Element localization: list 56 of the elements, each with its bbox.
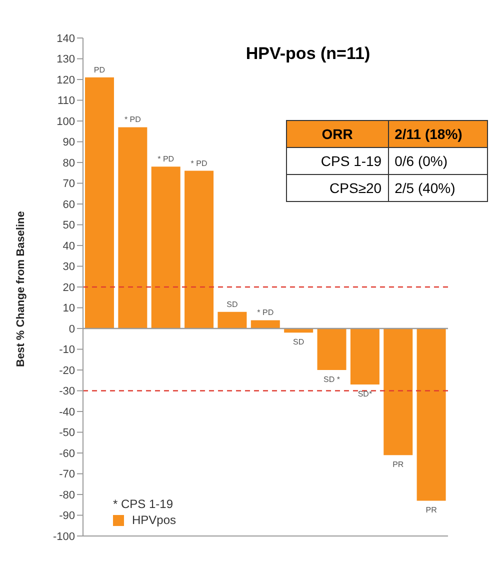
y-tick-label: -70 xyxy=(59,468,75,481)
y-tick-label: 120 xyxy=(56,74,75,86)
chart-title: HPV-pos (n=11) xyxy=(244,44,372,64)
y-tick-label: 80 xyxy=(62,157,75,170)
y-tick-label: -30 xyxy=(59,386,75,398)
data-label: PR xyxy=(426,506,438,515)
data-label: * PD xyxy=(158,154,174,164)
y-tick-label: 0 xyxy=(68,323,75,336)
y-tick-label: -100 xyxy=(52,530,75,543)
bar xyxy=(184,170,214,328)
y-tick-label: 140 xyxy=(56,32,75,45)
bar xyxy=(317,328,346,370)
bar xyxy=(416,328,446,501)
bar xyxy=(118,127,148,328)
y-tick-label: -40 xyxy=(59,406,75,418)
annotation: * CPS 1-19 xyxy=(113,497,174,511)
data-label: PD xyxy=(94,65,106,74)
y-tick-label: -20 xyxy=(59,364,75,377)
y-tick-label: 50 xyxy=(62,220,75,232)
data-label: PR xyxy=(392,460,404,470)
legend-label: HPVpos xyxy=(131,513,178,527)
y-tick-label: 70 xyxy=(62,178,75,190)
bar xyxy=(151,166,180,328)
y-tick-label: -60 xyxy=(59,448,75,460)
data-label: * PD xyxy=(257,308,274,318)
data-label: * PD xyxy=(190,158,208,168)
y-tick-label: -10 xyxy=(59,344,75,356)
y-tick-label: 130 xyxy=(56,54,75,66)
annotation: 2/11 (18%) xyxy=(388,120,488,148)
annotation: 0/6 (0%) xyxy=(388,148,488,174)
data-label: SD xyxy=(293,338,304,347)
bar xyxy=(250,320,280,328)
data-label: SD * xyxy=(324,375,340,384)
annotation: CPS 1-19 xyxy=(286,148,388,174)
data-label: SD* xyxy=(358,390,372,399)
y-axis-title: Best % Change from Baseline xyxy=(14,211,27,367)
y-tick-label: 30 xyxy=(62,261,75,274)
annotation: ORR xyxy=(286,120,388,148)
y-tick-label: 110 xyxy=(57,95,75,108)
data-label: * PD xyxy=(124,115,142,124)
y-tick-label: 100 xyxy=(56,116,75,128)
data-label: SD xyxy=(226,300,238,309)
bar xyxy=(218,312,247,328)
y-tick-label: 90 xyxy=(62,136,75,149)
annotation: CPS≥20 xyxy=(286,174,388,202)
bar xyxy=(384,328,413,456)
y-tick-label: 10 xyxy=(62,302,75,315)
y-tick-label: 60 xyxy=(62,198,75,211)
bar xyxy=(84,77,114,328)
y-tick-label: -80 xyxy=(59,489,75,502)
y-tick-label: -90 xyxy=(59,510,75,522)
y-tick-label: 40 xyxy=(62,240,75,252)
annotation: 2/5 (40%) xyxy=(388,174,488,202)
bar xyxy=(350,328,380,385)
y-tick-label: 20 xyxy=(62,282,75,294)
y-tick-label: -50 xyxy=(59,427,75,440)
